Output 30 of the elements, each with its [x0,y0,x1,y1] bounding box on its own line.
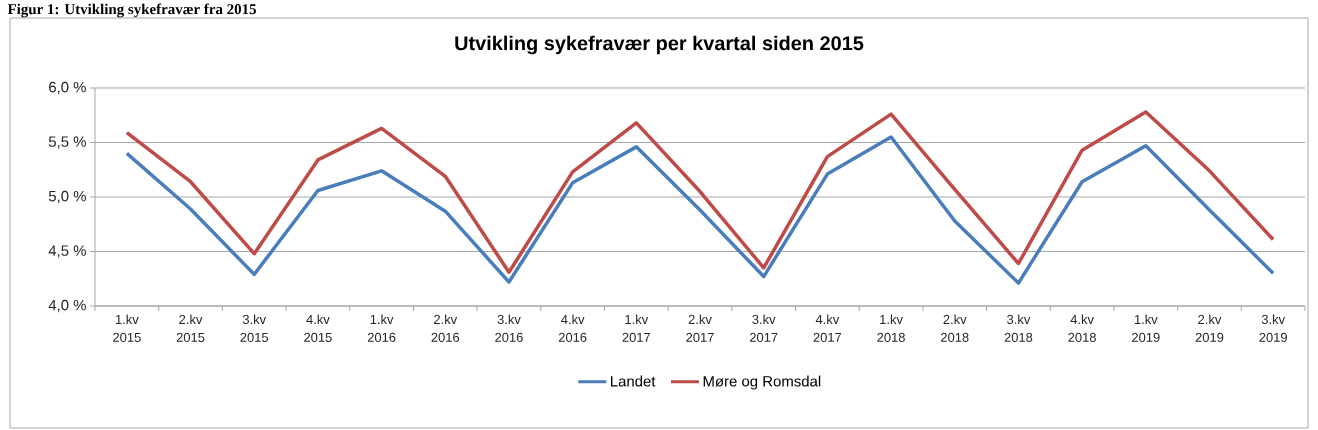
x-tick-label: 3.kv 2017 [749,314,778,342]
x-tick-label: 3.kv 2019 [1259,314,1287,342]
x-tick-label: 1.kv 2015 [113,314,141,342]
x-tick-label: 4.kv 2018 [1068,314,1096,342]
y-tick-label: 6,0 % [49,81,86,95]
y-tick-label: 4,5 % [48,245,86,258]
y-tick-label: 5,5 % [48,136,86,149]
legend-label: Møre og Romsdal [703,375,821,390]
x-tick-label: 1.kv 2019 [1132,314,1160,342]
x-tick-label: 2.kv 2016 [431,314,460,342]
y-tick-label: 5,0 % [48,190,86,204]
x-tick-label: 1.kv 2016 [367,314,396,342]
text: Figur 1: Utvikling sykefravær fra 2015 [7,3,257,18]
x-tick-label: 1.kv 2017 [622,314,651,342]
legend-label: Landet [611,375,656,387]
x-tick-label: 2.kv 2018 [941,314,969,342]
x-tick-label: 4.kv 2016 [558,314,587,342]
x-tick-label: 4.kv 2015 [304,314,332,342]
line-series [125,110,1275,274]
x-tick-label: 2.kv 2019 [1195,314,1224,342]
x-tick-label: 3.kv 2015 [240,314,269,342]
x-tick-label: 1.kv 2018 [877,314,905,342]
x-tick-label: 3.kv 2016 [495,314,523,342]
line-series [125,135,1275,285]
x-tick-label: 3.kv 2018 [1004,314,1033,342]
y-tick-label: 4,0 % [48,299,86,313]
chart-title: Utvikling sykefravær per kvartal siden 2015 [455,35,864,55]
x-tick-label: 2.kv 2015 [176,314,205,342]
x-tick-label: 2.kv 2017 [686,314,714,342]
x-tick-label: 4.kv 2017 [813,314,842,342]
